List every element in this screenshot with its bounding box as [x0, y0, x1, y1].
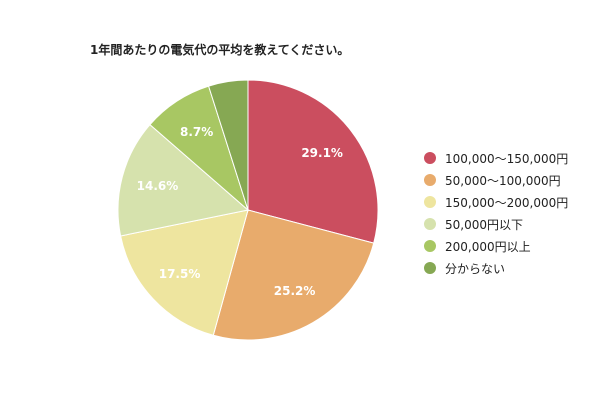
legend-label-4: 200,000円以上 [445, 239, 531, 254]
chart-title: 1年間あたりの電気代の平均を教えてください。 [90, 43, 350, 57]
legend-label-5: 分からない [445, 261, 506, 276]
legend-item-0: 100,000〜150,000円 [424, 147, 594, 169]
legend-item-5: 分からない [424, 257, 594, 279]
legend-swatch-5 [424, 262, 436, 274]
legend-swatch-2 [424, 196, 436, 208]
slice-label-2: 17.5% [159, 267, 201, 281]
legend: 100,000〜150,000円 50,000〜100,000円 150,000〜2… [424, 147, 594, 279]
legend-swatch-4 [424, 240, 436, 252]
slice-label-3: 14.6% [137, 179, 179, 193]
pie-slice-1 [212, 209, 375, 341]
legend-item-1: 50,000〜100,000円 [424, 169, 594, 191]
slice-label-4: 8.7% [180, 125, 213, 139]
legend-swatch-0 [424, 152, 436, 164]
slice-label-0: 29.1% [301, 146, 343, 160]
legend-swatch-1 [424, 174, 436, 186]
pie-slice-5 [207, 79, 249, 211]
pie-slice-2 [120, 209, 249, 336]
slice-label-1: 25.2% [274, 284, 316, 298]
legend-label-3: 50,000円以下 [445, 217, 523, 232]
legend-swatch-3 [424, 218, 436, 230]
legend-label-0: 100,000〜150,000円 [445, 151, 569, 166]
legend-label-2: 150,000〜200,000円 [445, 195, 569, 210]
legend-item-2: 150,000〜200,000円 [424, 191, 594, 213]
legend-item-3: 50,000円以下 [424, 213, 594, 235]
pie-slice-3 [117, 123, 250, 237]
pie-slice-0 [247, 79, 379, 244]
legend-label-1: 50,000〜100,000円 [445, 173, 561, 188]
legend-item-4: 200,000円以上 [424, 235, 594, 257]
